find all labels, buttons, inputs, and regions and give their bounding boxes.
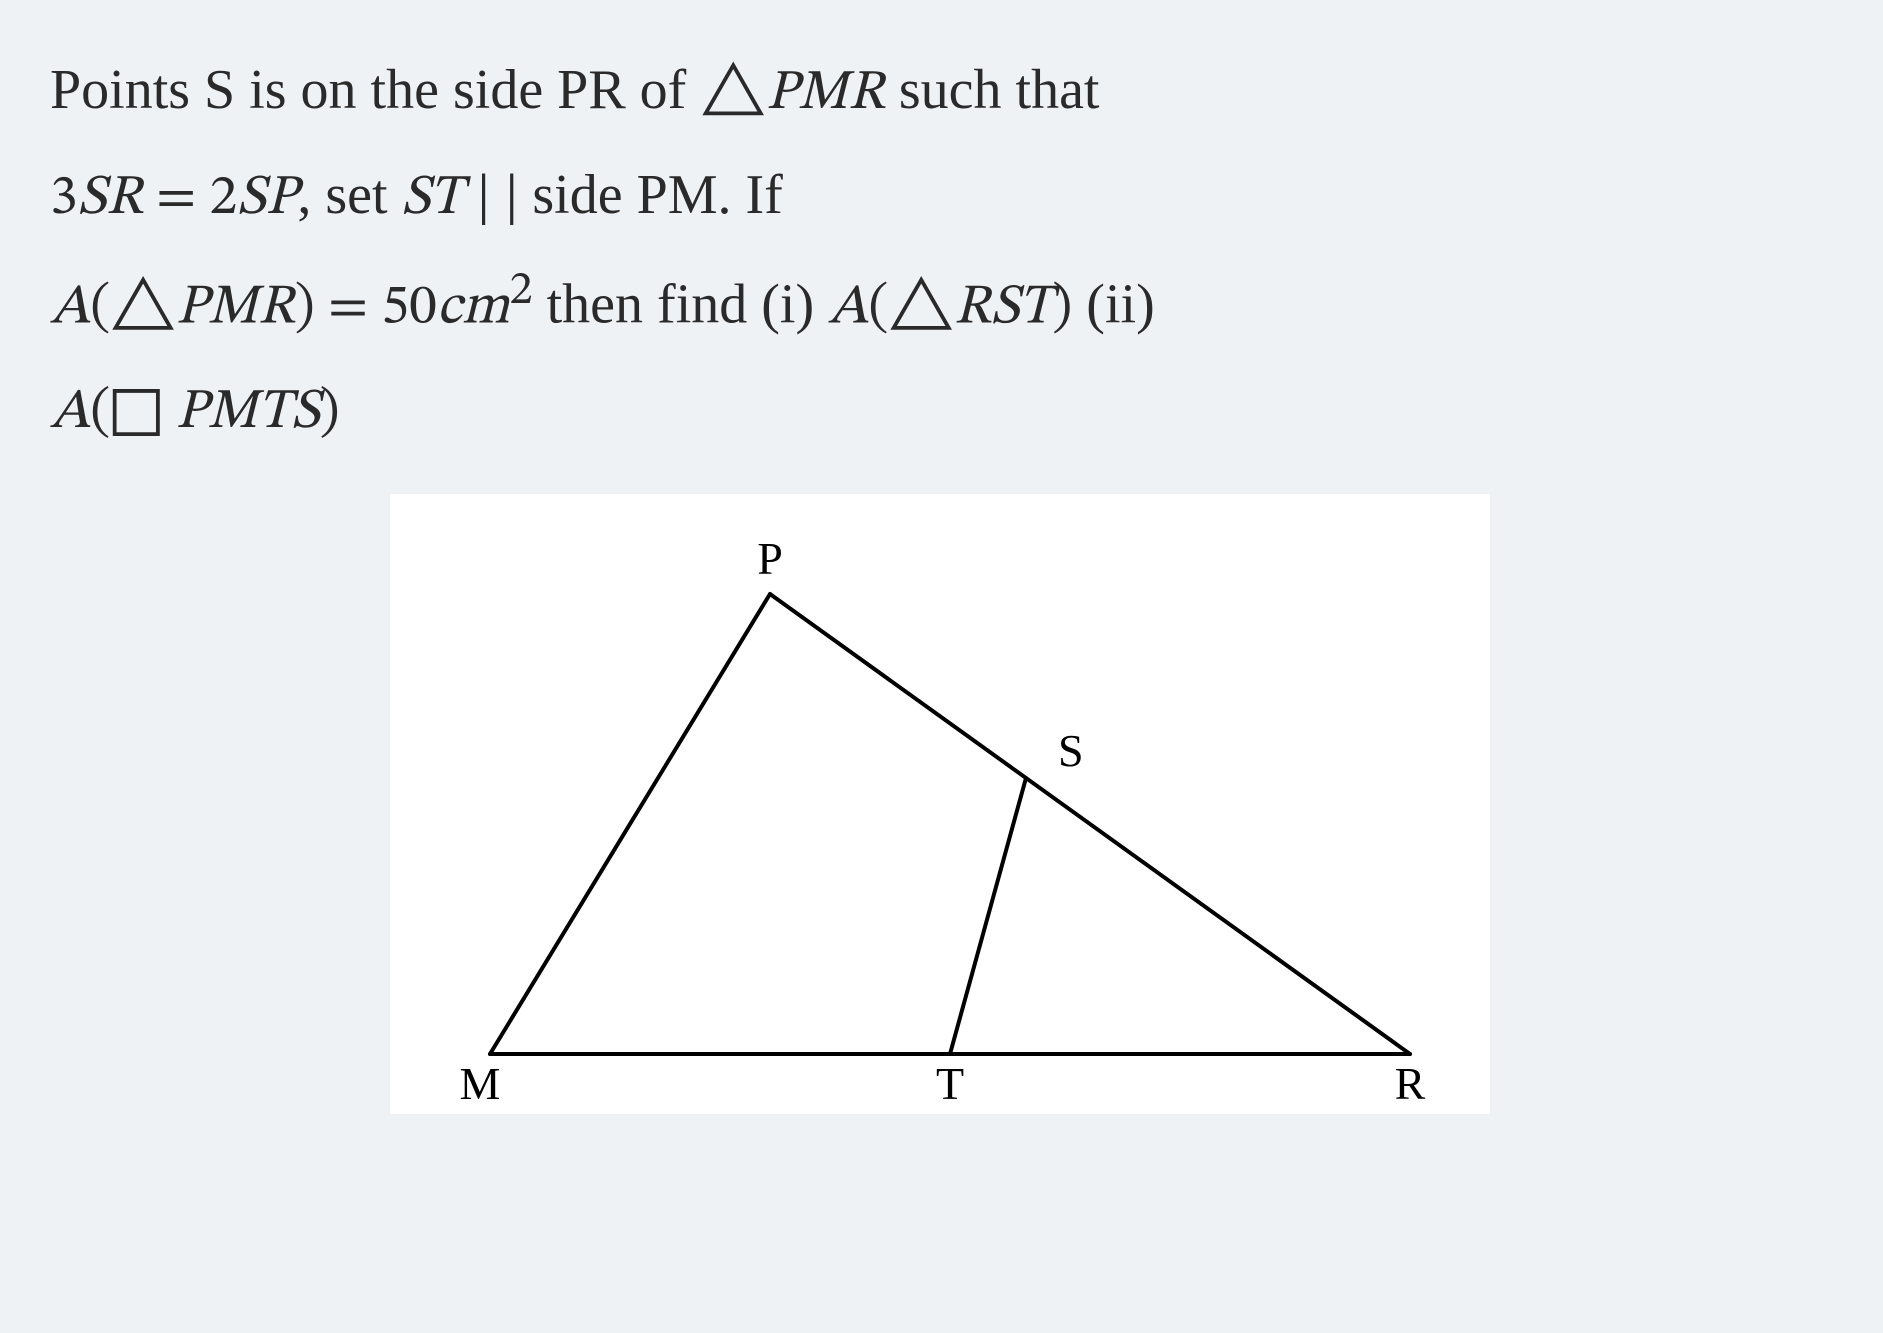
vertex-label-R: R xyxy=(1395,1058,1426,1109)
text: then find (i) xyxy=(533,273,828,335)
text: , set xyxy=(297,164,401,226)
unit-cm: cm xyxy=(437,280,510,336)
line-3: A(△PMR) = 50cm2 then find (i) A(△RST) (i… xyxy=(50,250,1830,359)
vertex-label-S: S xyxy=(1058,725,1084,776)
vertex-label-P: P xyxy=(757,533,783,584)
triangle-symbol: △ xyxy=(700,66,766,122)
lparen-quad: (□ xyxy=(90,385,175,441)
math-A: A xyxy=(50,280,90,336)
vertex-label-T: T xyxy=(936,1058,964,1109)
text: Points S is on the side PR of xyxy=(50,59,700,121)
text: such that xyxy=(885,59,1100,121)
line-2: 3SR = 2SP, set ST | | side PM. If xyxy=(50,145,1830,250)
math-PMTS: PMTS xyxy=(176,385,320,441)
lparen-tri: (△ xyxy=(90,280,176,336)
text: (ii) xyxy=(1072,273,1154,335)
figure-container: P S M T R xyxy=(50,494,1830,1114)
math-PMR: PMR xyxy=(766,66,885,122)
figure-background xyxy=(390,494,1490,1114)
lparen-tri: (△ xyxy=(868,280,954,336)
page: Points S is on the side PR of △PMR such … xyxy=(0,0,1880,1154)
text: side PM. If xyxy=(532,164,782,226)
rparen: ) xyxy=(1052,280,1072,336)
line-4: A(□ PMTS) xyxy=(50,359,1830,464)
math-PMR: PMR xyxy=(176,280,295,336)
eq-2: = 2 xyxy=(143,171,237,227)
math-A: A xyxy=(828,280,868,336)
rparen-eq-50: ) = 50 xyxy=(295,280,437,336)
math-SR: SR xyxy=(78,171,143,227)
triangle-figure: P S M T R xyxy=(390,494,1490,1114)
num-3: 3 xyxy=(50,171,78,227)
math-ST: ST xyxy=(402,171,463,227)
vertex-label-M: M xyxy=(460,1058,501,1109)
problem-statement: Points S is on the side PR of △PMR such … xyxy=(50,40,1830,464)
line-1: Points S is on the side PR of △PMR such … xyxy=(50,40,1830,145)
math-RST: RST xyxy=(954,280,1052,336)
math-SP: SP xyxy=(237,171,297,227)
parallel-symbol: | | xyxy=(463,171,532,227)
sup-2: 2 xyxy=(510,268,533,315)
rparen: ) xyxy=(320,385,340,441)
math-A: A xyxy=(50,385,90,441)
